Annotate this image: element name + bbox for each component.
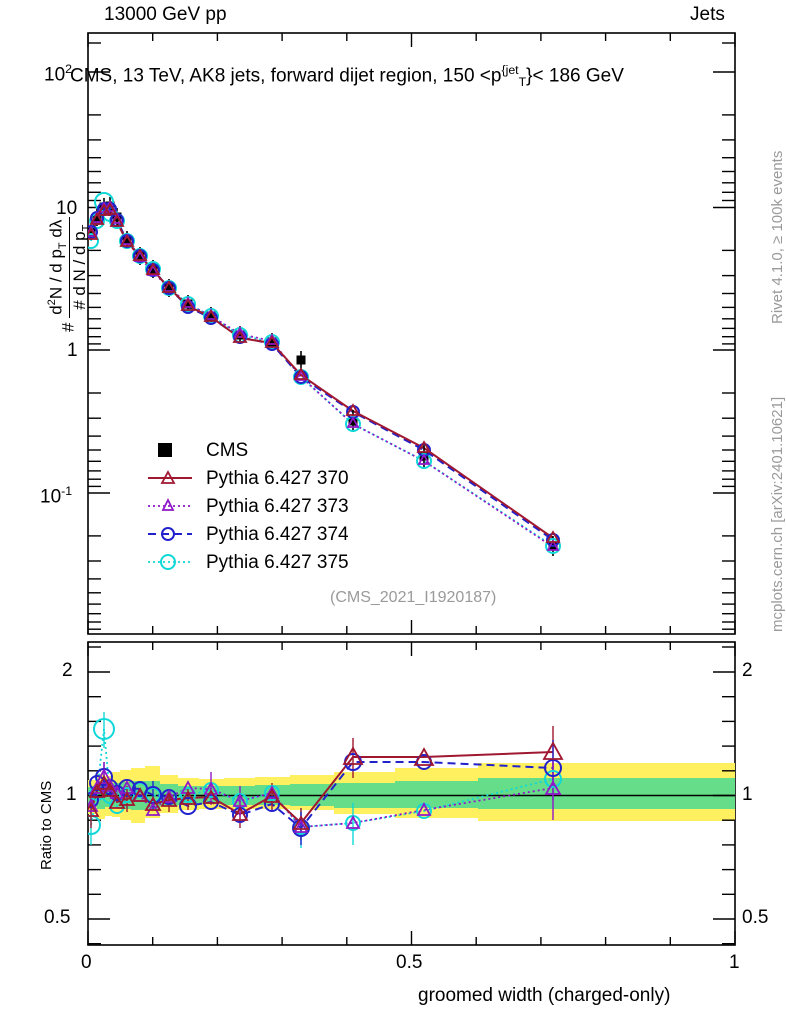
- yaxis-tick-1em1: 10-1: [40, 484, 73, 508]
- xaxis-label: groomed width (charged-only): [418, 985, 671, 1006]
- ratio-ytick-1-left: 1: [66, 784, 77, 805]
- ratio-data: [88, 712, 564, 848]
- series-370-markers: [88, 202, 561, 543]
- legend-marker-374: [161, 527, 175, 541]
- xtick-05: 0.5: [396, 952, 423, 973]
- legend-marker-370: [160, 470, 176, 484]
- ratio-ytick-2-left: 2: [62, 660, 73, 681]
- xtick-1: 1: [729, 952, 740, 973]
- legend-label-373[interactable]: Pythia 6.427 373: [206, 496, 349, 517]
- ratio-ytick-05-left: 0.5: [44, 907, 71, 928]
- main-panel-frame: [87, 32, 736, 635]
- legend-marker-373: [161, 497, 175, 511]
- yaxis-tick-1e2: 102: [44, 62, 73, 86]
- header-right: Jets: [690, 4, 725, 25]
- ratio-370-markers: [88, 741, 564, 830]
- main-yticks: [88, 42, 735, 630]
- series-374-markers: [88, 202, 560, 547]
- legend-label-375[interactable]: Pythia 6.427 375: [206, 552, 349, 573]
- legend-label-374[interactable]: Pythia 6.427 374: [206, 524, 349, 545]
- ratio-ytick-2-right: 2: [742, 660, 753, 681]
- ratio-ytick-1-right: 1: [742, 784, 753, 805]
- yaxis-tick-1: 1: [67, 340, 78, 361]
- legend: [148, 443, 192, 570]
- legend-label-370[interactable]: Pythia 6.427 370: [206, 468, 349, 489]
- legend-label-cms[interactable]: CMS: [206, 440, 249, 461]
- series-375-line: [90, 199, 554, 547]
- ratio-ytick-05-right: 0.5: [742, 907, 769, 928]
- plot-title-sup: {jet: [501, 63, 519, 77]
- plot-title-main: CMS, 13 TeV, AK8 jets, forward dijet reg…: [70, 65, 502, 87]
- analysis-watermark: (CMS_2021_I1920187): [330, 589, 497, 606]
- legend-marker-375: [160, 554, 176, 570]
- main-xticks: [87, 33, 736, 634]
- main-data: [88, 192, 561, 556]
- plot-title-tail: }< 186 GeV: [526, 65, 624, 87]
- legend-marker-cms: [158, 443, 172, 457]
- yaxis-label-ratio: Ratio to CMS: [38, 780, 55, 870]
- header-left: 13000 GeV pp: [104, 4, 227, 25]
- ratio-374-line: [90, 761, 554, 830]
- side-text-mcplots: mcplots.cern.ch [arXiv:2401.10621]: [769, 396, 786, 632]
- xtick-0: 0: [81, 952, 92, 973]
- plot-title-sub: T: [518, 75, 527, 90]
- side-text-rivet: Rivet 4.1.0, ≥ 100k events: [769, 150, 786, 324]
- plot-title: CMS, 13 TeV, AK8 jets, forward dijet reg…: [70, 63, 624, 89]
- yaxis-tick-10: 10: [56, 198, 78, 219]
- ratio-xticks: [87, 642, 736, 945]
